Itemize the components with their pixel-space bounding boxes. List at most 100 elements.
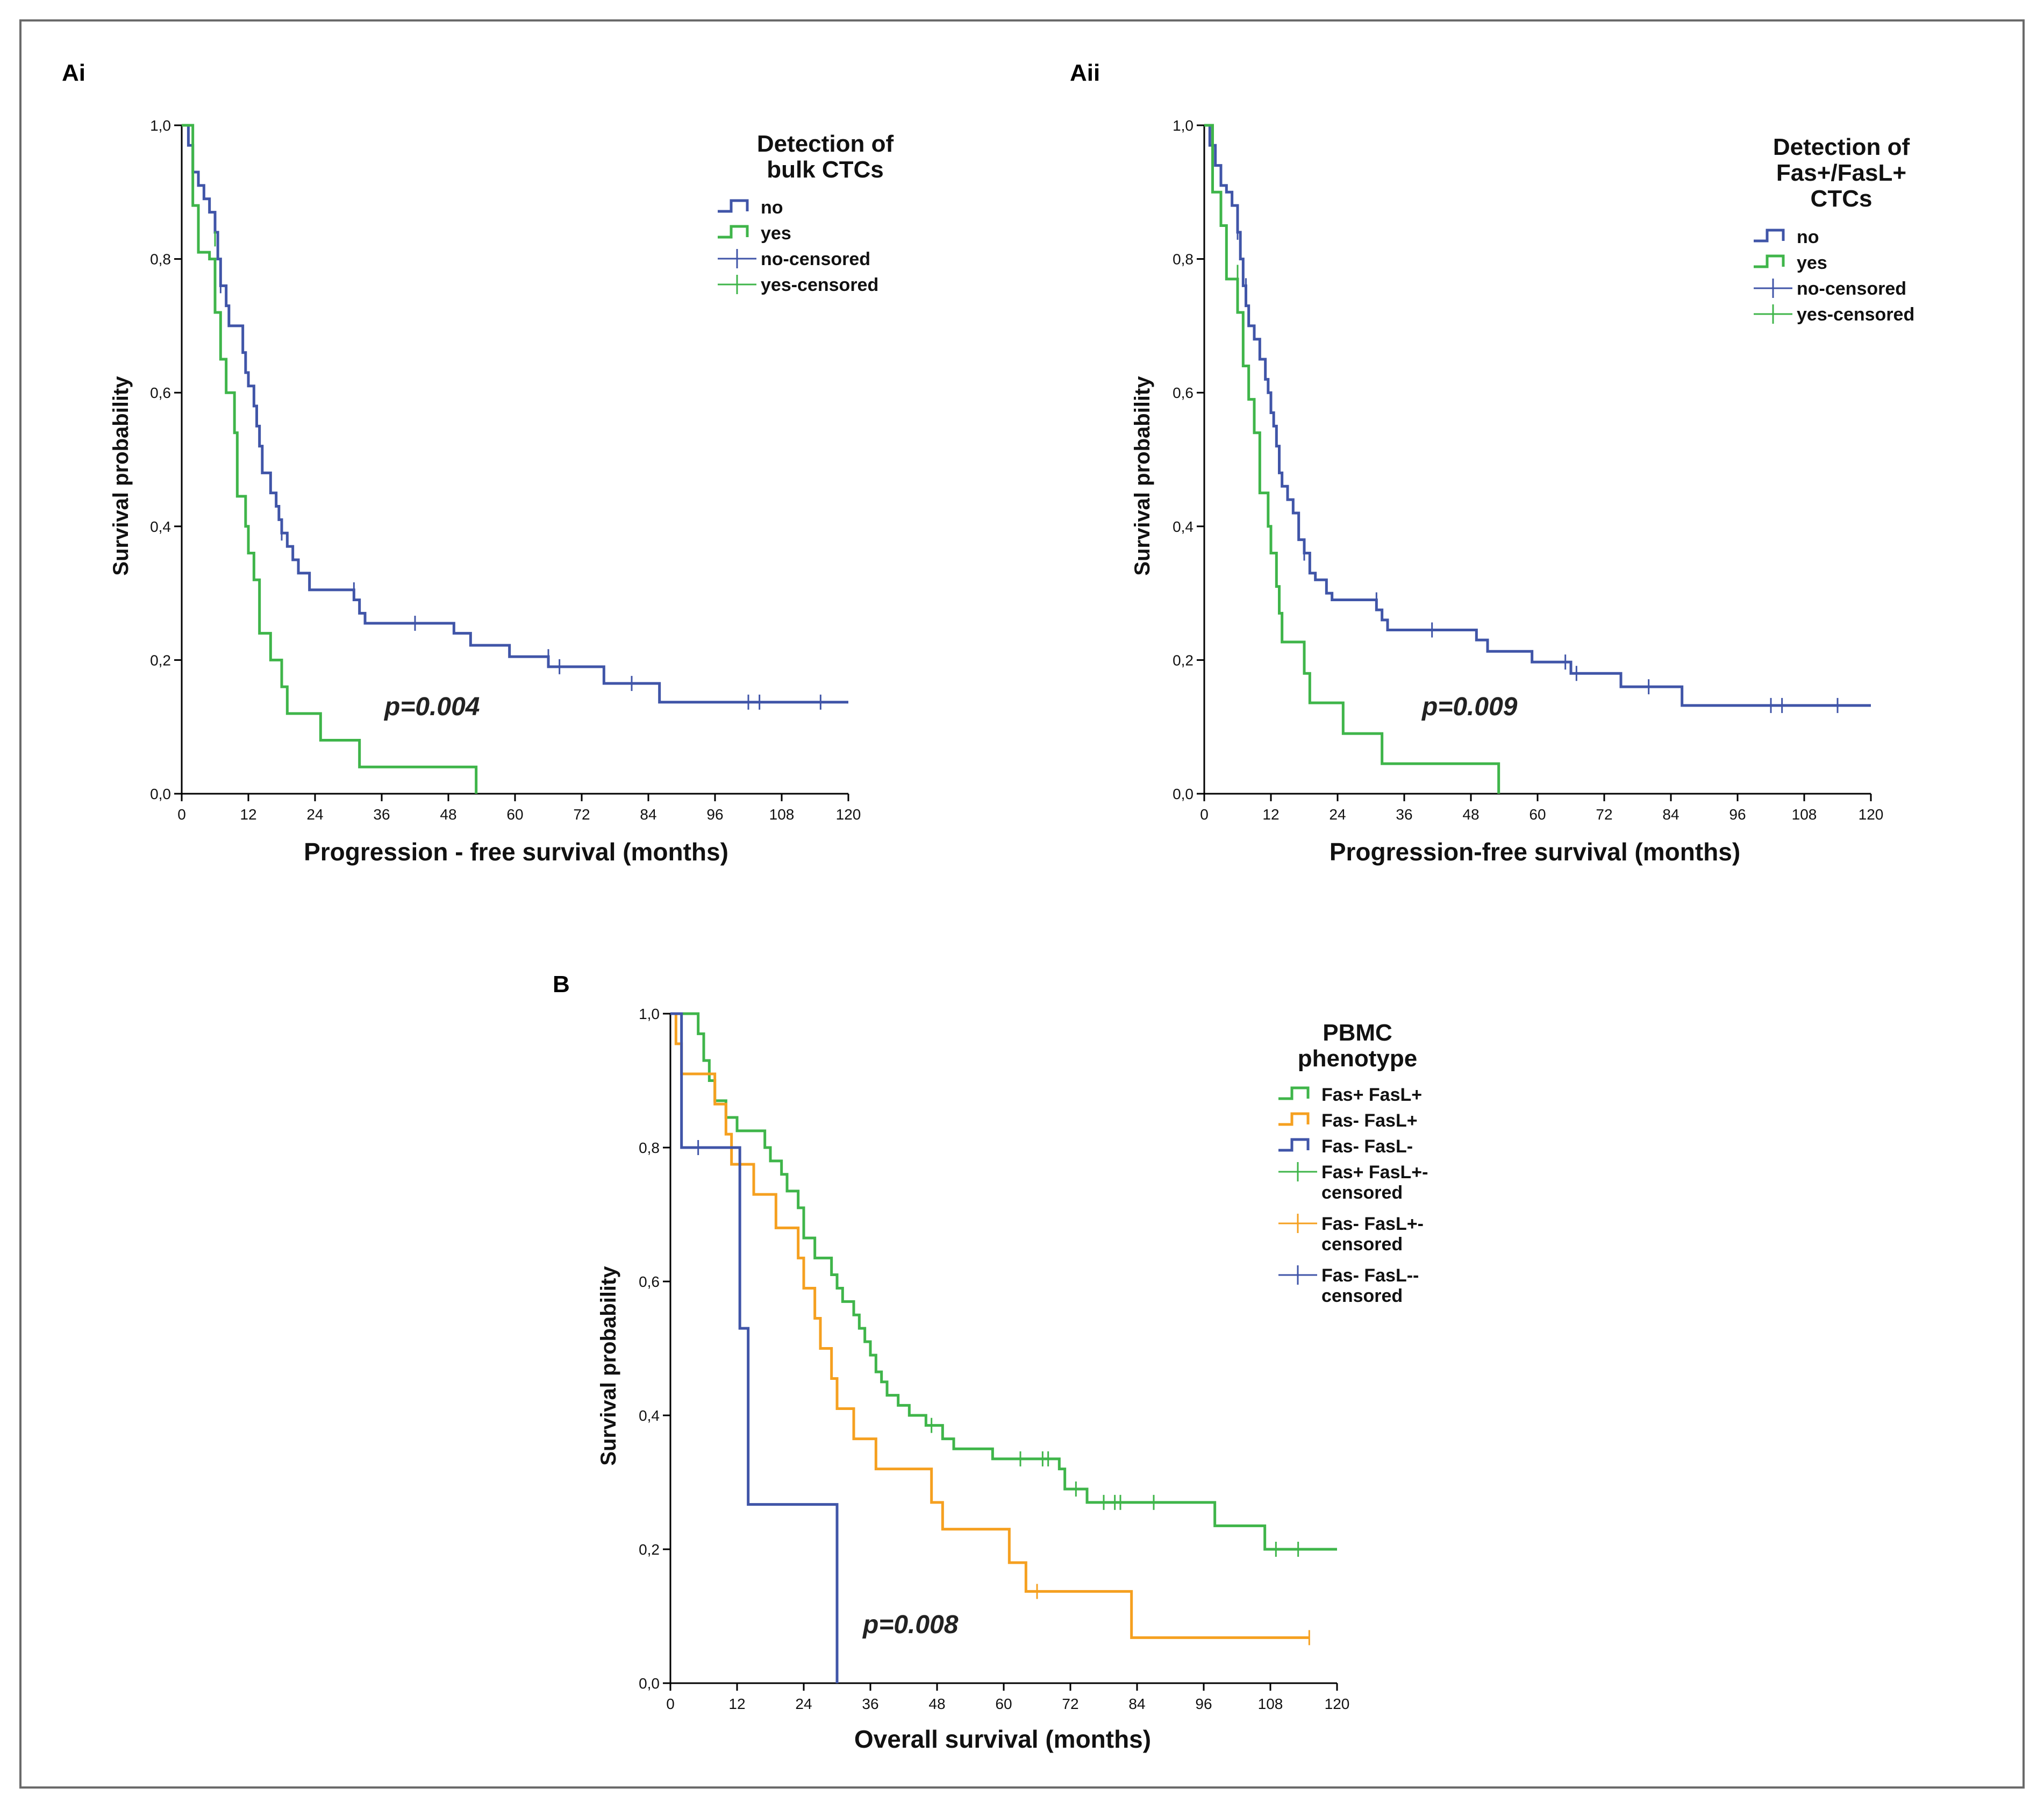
x-tick-label: 120 [836, 806, 861, 823]
y-tick-label: 0,4 [639, 1407, 660, 1424]
x-tick-label: 24 [795, 1696, 812, 1712]
legend: Fas+ FasL+ Fas- FasL+ Fas- FasL- Fas+ FasL+… [1278, 1085, 1428, 1306]
x-tick-label: 84 [1128, 1696, 1145, 1712]
legend-title: Detection of Fas+/FasL+ CTCs [1773, 134, 1910, 212]
p-value: p=0.009 [1421, 693, 1518, 721]
legend-title-line: bulk CTCs [767, 156, 884, 183]
y-tick-label: 0,2 [639, 1541, 660, 1558]
x-tick-label: 108 [769, 806, 795, 823]
y-tick-label: 0,4 [1173, 518, 1193, 535]
x-tick-label: 108 [1792, 806, 1817, 823]
x-tick-label: 24 [1329, 806, 1346, 823]
y-tick-label: 0,0 [150, 786, 171, 802]
y-tick-label: 0,6 [150, 384, 171, 401]
legend-swatch-step [1278, 1138, 1310, 1152]
y-tick-label: 0,0 [639, 1675, 660, 1692]
legend-title-line: Fas+/FasL+ [1776, 160, 1906, 186]
y-tick-label: 1,0 [150, 117, 171, 134]
survival-curve-fas-fasl- [670, 1012, 1310, 1639]
x-tick-label: 72 [1062, 1696, 1078, 1712]
panel-b: B p=0.008 Overall survival (months) Surv… [553, 971, 1428, 1753]
y-tick-label: 0,2 [1173, 652, 1193, 668]
y-tick-label: 1,0 [1173, 117, 1193, 134]
x-tick-label: 0 [1200, 806, 1209, 823]
x-tick-label: 36 [373, 806, 390, 823]
y-tick-label: 0,6 [639, 1273, 660, 1290]
panel-label: B [553, 971, 570, 998]
legend-label: Fas- FasL- [1321, 1136, 1413, 1157]
x-tick-label: 36 [1396, 806, 1412, 823]
x-tick-label: 84 [1662, 806, 1679, 823]
x-tick-label: 108 [1258, 1696, 1283, 1712]
legend-label: Fas+ FasL+- [1321, 1162, 1428, 1183]
legend-label: Fas+ FasL+ [1321, 1085, 1422, 1105]
legend-label: yes-censored [761, 275, 878, 295]
legend-label: Fas- FasL+ [1321, 1110, 1418, 1131]
legend-label: censored [1321, 1183, 1403, 1203]
x-axis-title: Progression - free survival (months) [304, 838, 728, 866]
legend: no yes no-censored yes-censored [718, 197, 878, 295]
legend-label: yes [761, 223, 791, 244]
legend-swatch-step [1278, 1086, 1310, 1100]
panel-aii: Aii p=0.009 Progression-free survival (m… [1070, 60, 1914, 866]
x-tick-label: 72 [573, 806, 590, 823]
x-tick-label: 48 [440, 806, 456, 823]
legend-title-line: Detection of [757, 131, 894, 157]
y-tick-label: 0,6 [1173, 384, 1193, 401]
survival-curve-yes [1204, 124, 1500, 794]
legend-title-line: phenotype [1298, 1045, 1417, 1072]
x-tick-label: 96 [1195, 1696, 1212, 1712]
survival-curve-yes [182, 124, 478, 794]
x-tick-label: 60 [1529, 806, 1546, 823]
panel-label: Ai [62, 60, 85, 86]
legend-label: Fas- FasL-- [1321, 1265, 1419, 1286]
legend-swatch-step [718, 225, 749, 239]
x-tick-label: 24 [306, 806, 323, 823]
legend-label: Fas- FasL+- [1321, 1214, 1424, 1234]
y-tick-label: 0,8 [639, 1139, 660, 1156]
x-tick-label: 96 [1729, 806, 1746, 823]
x-axis-title: Progression-free survival (months) [1330, 838, 1740, 866]
x-tick-label: 12 [728, 1696, 745, 1712]
p-value: p=0.008 [862, 1611, 959, 1639]
x-tick-label: 120 [1325, 1696, 1350, 1712]
y-tick-label: 0,4 [150, 518, 171, 535]
y-axis-title: Survival probability [597, 1266, 620, 1466]
x-tick-label: 12 [1262, 806, 1279, 823]
legend-swatch-step [1278, 1112, 1310, 1126]
x-tick-label: 12 [240, 806, 256, 823]
x-tick-label: 48 [1462, 806, 1479, 823]
y-axis-title: Survival probability [109, 376, 133, 576]
x-tick-label: 48 [928, 1696, 945, 1712]
figure-frame [19, 19, 2025, 1789]
x-tick-label: 60 [506, 806, 523, 823]
survival-curve-fas-fasl- [670, 1012, 1337, 1551]
panel-label: Aii [1070, 60, 1100, 86]
x-tick-label: 72 [1596, 806, 1612, 823]
legend-label: yes-censored [1797, 304, 1914, 325]
survival-curve-no [1204, 124, 1871, 707]
y-tick-label: 0,2 [150, 652, 171, 668]
legend: no yes no-censored yes-censored [1754, 227, 1914, 325]
legend-swatch-step [718, 199, 749, 213]
x-tick-label: 36 [862, 1696, 878, 1712]
legend-label: no [761, 197, 783, 218]
x-axis-title: Overall survival (months) [854, 1725, 1151, 1753]
legend-title: PBMC phenotype [1298, 1020, 1417, 1072]
legend-title-line: CTCs [1811, 186, 1873, 212]
legend-title-line: PBMC [1323, 1020, 1392, 1046]
survival-curve-no [182, 124, 848, 704]
legend-label: no [1797, 227, 1819, 247]
y-axis-title: Survival probability [1131, 376, 1154, 576]
legend-title: Detection of bulk CTCs [757, 131, 894, 183]
x-tick-label: 84 [640, 806, 656, 823]
legend-swatch-step [1754, 229, 1785, 243]
legend-swatch-step [1754, 254, 1785, 268]
survival-curve-fas-fasl- [670, 1012, 839, 1683]
legend-label: no-censored [761, 249, 870, 269]
y-tick-label: 0,8 [150, 251, 171, 268]
y-tick-label: 1,0 [639, 1006, 660, 1022]
x-tick-label: 60 [995, 1696, 1012, 1712]
legend-label: censored [1321, 1286, 1403, 1306]
